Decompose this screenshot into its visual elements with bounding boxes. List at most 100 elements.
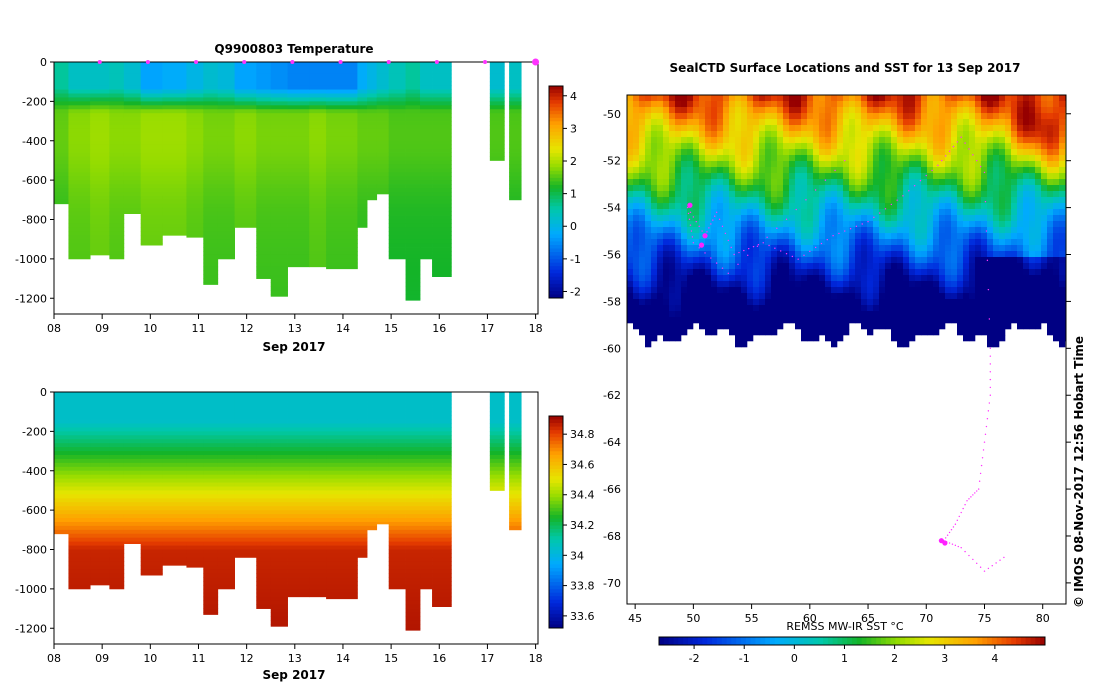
- sst-cell: [957, 167, 964, 174]
- sst-cell: [753, 233, 760, 240]
- section-cell: [420, 243, 433, 248]
- sst-cell: [933, 215, 940, 222]
- section-cell: [203, 431, 219, 436]
- sst-cell: [903, 173, 910, 180]
- sst-cell: [1041, 95, 1048, 102]
- section-cell: [326, 494, 358, 499]
- section-cell: [68, 482, 91, 487]
- section-cell: [256, 180, 272, 185]
- sst-cell: [891, 275, 898, 282]
- sst-cell: [813, 101, 820, 108]
- section-cell: [405, 203, 421, 209]
- section-cell: [357, 136, 368, 142]
- section-cell: [256, 466, 272, 472]
- section-cell: [203, 510, 219, 515]
- sst-cell: [855, 137, 862, 144]
- sst-cell: [897, 245, 904, 252]
- section-cell: [287, 411, 310, 417]
- section-cell: [509, 184, 522, 189]
- sst-cell: [855, 113, 862, 120]
- section-cell: [90, 81, 110, 87]
- sst-cell: [957, 161, 964, 168]
- sst-cell: [837, 233, 844, 240]
- sst-cell: [777, 167, 784, 174]
- sst-cell: [789, 113, 796, 120]
- section-cell: [90, 136, 110, 142]
- sst-cell: [927, 275, 934, 282]
- sst-cell: [819, 107, 826, 114]
- section-cell: [256, 160, 272, 165]
- section-cell: [90, 423, 110, 428]
- sst-cell: [909, 215, 916, 222]
- sst-cell: [669, 221, 676, 228]
- section-cell: [432, 69, 452, 75]
- sst-cell: [1035, 167, 1042, 174]
- sst-cell: [807, 149, 814, 156]
- sst-cell: [909, 185, 916, 192]
- section-cell: [186, 502, 204, 507]
- sst-cell: [885, 185, 892, 192]
- section-cell: [68, 203, 91, 209]
- sst-cell: [975, 191, 982, 198]
- section-cell: [489, 423, 505, 428]
- section-cell: [326, 518, 358, 523]
- sst-cell: [771, 221, 778, 228]
- section-cell: [357, 474, 368, 480]
- colorbar-segment: [549, 259, 563, 264]
- sst-cell: [783, 155, 790, 162]
- section-cell: [309, 184, 327, 189]
- section-cell: [203, 490, 219, 495]
- section-cell: [256, 470, 272, 476]
- sst-cell: [789, 221, 796, 228]
- sst-cell: [897, 173, 904, 180]
- section-cell: [90, 176, 110, 181]
- sst-cell: [1011, 197, 1018, 204]
- section-cell: [109, 486, 125, 491]
- section-cell: [203, 73, 219, 79]
- section-cell: [326, 172, 358, 177]
- section-cell: [388, 427, 406, 432]
- section-cell: [186, 160, 204, 165]
- section-cell: [217, 458, 235, 464]
- section-cell: [203, 109, 219, 114]
- section-cell: [270, 243, 288, 248]
- sst-cell: [1059, 149, 1066, 156]
- section-cell: [203, 89, 219, 94]
- sst-cell: [969, 167, 976, 174]
- section-cell: [68, 144, 91, 150]
- section-cell: [162, 140, 187, 146]
- sst-cell: [879, 185, 886, 192]
- section-cell: [388, 223, 406, 228]
- section-cell: [68, 117, 91, 122]
- section-cell: [388, 498, 406, 503]
- section-cell: [432, 462, 452, 468]
- sst-cell: [837, 203, 844, 210]
- sst-cell: [771, 155, 778, 162]
- section-cell: [509, 474, 522, 480]
- sst-cell: [849, 239, 856, 246]
- section-cell: [367, 136, 378, 142]
- section-cell: [234, 160, 257, 165]
- section-cell: [54, 399, 69, 405]
- sst-cell: [717, 191, 724, 198]
- section-cell: [186, 447, 204, 452]
- sst-cell: [663, 245, 670, 252]
- section-cell: [309, 164, 327, 169]
- sst-cell: [789, 155, 796, 162]
- sst-cell: [825, 263, 832, 270]
- section-cell: [367, 482, 378, 487]
- temperature-plot-frame: [53, 61, 539, 315]
- sst-cell: [1035, 203, 1042, 210]
- section-cell: [388, 435, 406, 440]
- section-cell: [357, 140, 368, 146]
- section-cell: [432, 125, 452, 130]
- sst-cell: [885, 209, 892, 216]
- sst-cell: [963, 131, 970, 138]
- sst-cell: [1035, 185, 1042, 192]
- section-cell: [90, 148, 110, 153]
- section-cell: [405, 494, 421, 499]
- sst-cell: [801, 125, 808, 132]
- sst-cell: [633, 173, 640, 180]
- sst-cell: [1041, 131, 1048, 138]
- sst-cell: [951, 197, 958, 204]
